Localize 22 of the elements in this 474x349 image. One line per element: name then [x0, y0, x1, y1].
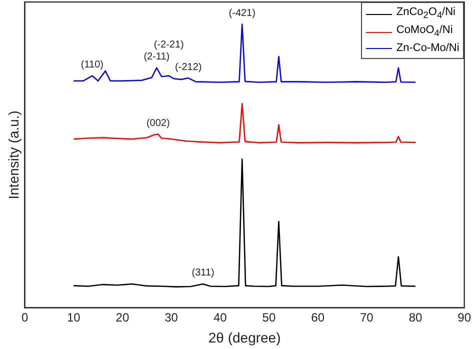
legend-label: Zn-Co-Mo/Ni — [396, 41, 460, 56]
x-tick-label: 20 — [116, 310, 130, 324]
annotation: (-421) — [228, 8, 256, 19]
x-tick-label: 90 — [458, 310, 472, 324]
x-tick-label: 0 — [21, 310, 28, 324]
annotation: (002) — [146, 118, 170, 129]
annotation: (-2-21) — [154, 40, 184, 51]
annotation: (2-11) — [144, 52, 170, 63]
x-tick-label: 40 — [213, 310, 228, 324]
annotation: (-212) — [175, 62, 202, 73]
x-tick-label: 70 — [360, 310, 374, 324]
annotation: (311) — [192, 268, 214, 279]
x-tick-label: 60 — [311, 310, 325, 324]
x-tick-label: 30 — [164, 310, 178, 324]
x-tick-label: 50 — [262, 310, 276, 324]
legend-label: ZnCo$_{2}$O$_{4}$/Ni — [396, 5, 456, 22]
legend-label: CoMoO$_{4}$/Ni — [396, 23, 453, 40]
y-axis-title: Intensity (a.u.) — [5, 110, 22, 200]
x-tick-label: 80 — [408, 310, 422, 324]
x-tick-label: 10 — [66, 310, 81, 324]
x-axis-title: 2θ (degree) — [208, 329, 281, 346]
annotation: (110) — [80, 60, 104, 71]
